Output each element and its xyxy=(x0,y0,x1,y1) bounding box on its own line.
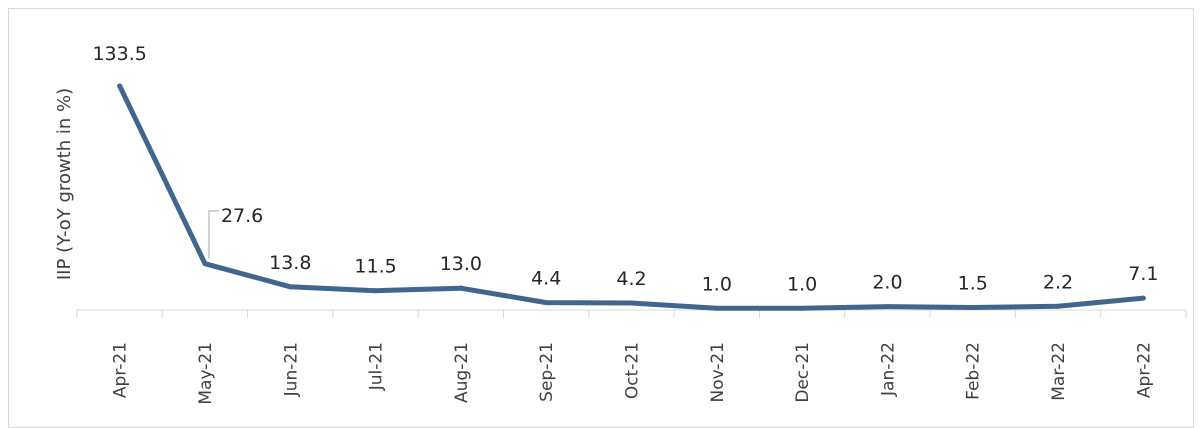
line-chart: IIP (Y-oY growth in %) 133.5 27.6 13.8 11.5… xyxy=(54,43,1187,405)
data-point xyxy=(884,304,890,310)
data-point xyxy=(202,261,208,267)
data-point xyxy=(629,300,634,306)
data-label: 27.6 xyxy=(221,205,263,227)
data-label: 11.5 xyxy=(354,256,396,278)
data-point xyxy=(117,83,123,89)
x-tick-label: Dec-21 xyxy=(793,342,813,403)
data-label: 2.2 xyxy=(1043,271,1073,293)
series xyxy=(117,83,1146,311)
data-point xyxy=(1055,303,1061,309)
data-point xyxy=(799,305,805,311)
data-label: 4.2 xyxy=(616,268,646,290)
x-tick-label: Apr-21 xyxy=(111,342,131,398)
data-point xyxy=(714,305,720,311)
data-label: 1.0 xyxy=(787,273,817,295)
data-label: 2.0 xyxy=(872,272,902,294)
x-tick-label: Oct-21 xyxy=(623,342,643,399)
data-label: 7.1 xyxy=(1128,263,1158,285)
data-label-leader-line xyxy=(208,210,219,259)
data-label: 13.0 xyxy=(440,253,482,275)
x-tick-label: Apr-22 xyxy=(1134,342,1154,398)
x-tick-label: Aug-21 xyxy=(452,342,472,403)
data-label: 4.4 xyxy=(531,268,561,290)
y-axis-title: IIP (Y-oY growth in %) xyxy=(54,88,75,280)
x-axis xyxy=(76,309,1187,318)
data-label: 13.8 xyxy=(269,252,311,274)
x-tick-label: Jul-21 xyxy=(367,342,387,391)
data-label: 1.5 xyxy=(958,272,988,294)
data-labels: 133.5 27.6 13.8 11.5 13.0 4.4 4.2 1.0 1.0 2.0 1.5 2… xyxy=(92,43,1158,295)
x-tick-label: Jun-21 xyxy=(281,342,301,397)
x-tick-label: Feb-22 xyxy=(964,342,984,400)
data-point xyxy=(543,300,549,306)
x-tick-label: Mar-22 xyxy=(1049,342,1069,401)
chart-frame xyxy=(8,8,1194,428)
x-tick-label: May-21 xyxy=(196,342,216,405)
x-axis-tick-labels: Apr-21 May-21 Jun-21 Jul-21 Aug-21 Sep-21 Oct-… xyxy=(111,342,1155,405)
data-point xyxy=(373,288,379,294)
data-point xyxy=(1140,295,1146,301)
data-point xyxy=(287,284,293,290)
x-tick-label: Nov-21 xyxy=(708,342,728,403)
data-point xyxy=(970,304,976,310)
data-label: 1.0 xyxy=(702,273,732,295)
x-tick-label: Jan-22 xyxy=(878,342,898,397)
data-point xyxy=(458,285,464,291)
data-label: 133.5 xyxy=(92,43,146,65)
x-tick-label: Sep-21 xyxy=(537,342,557,402)
